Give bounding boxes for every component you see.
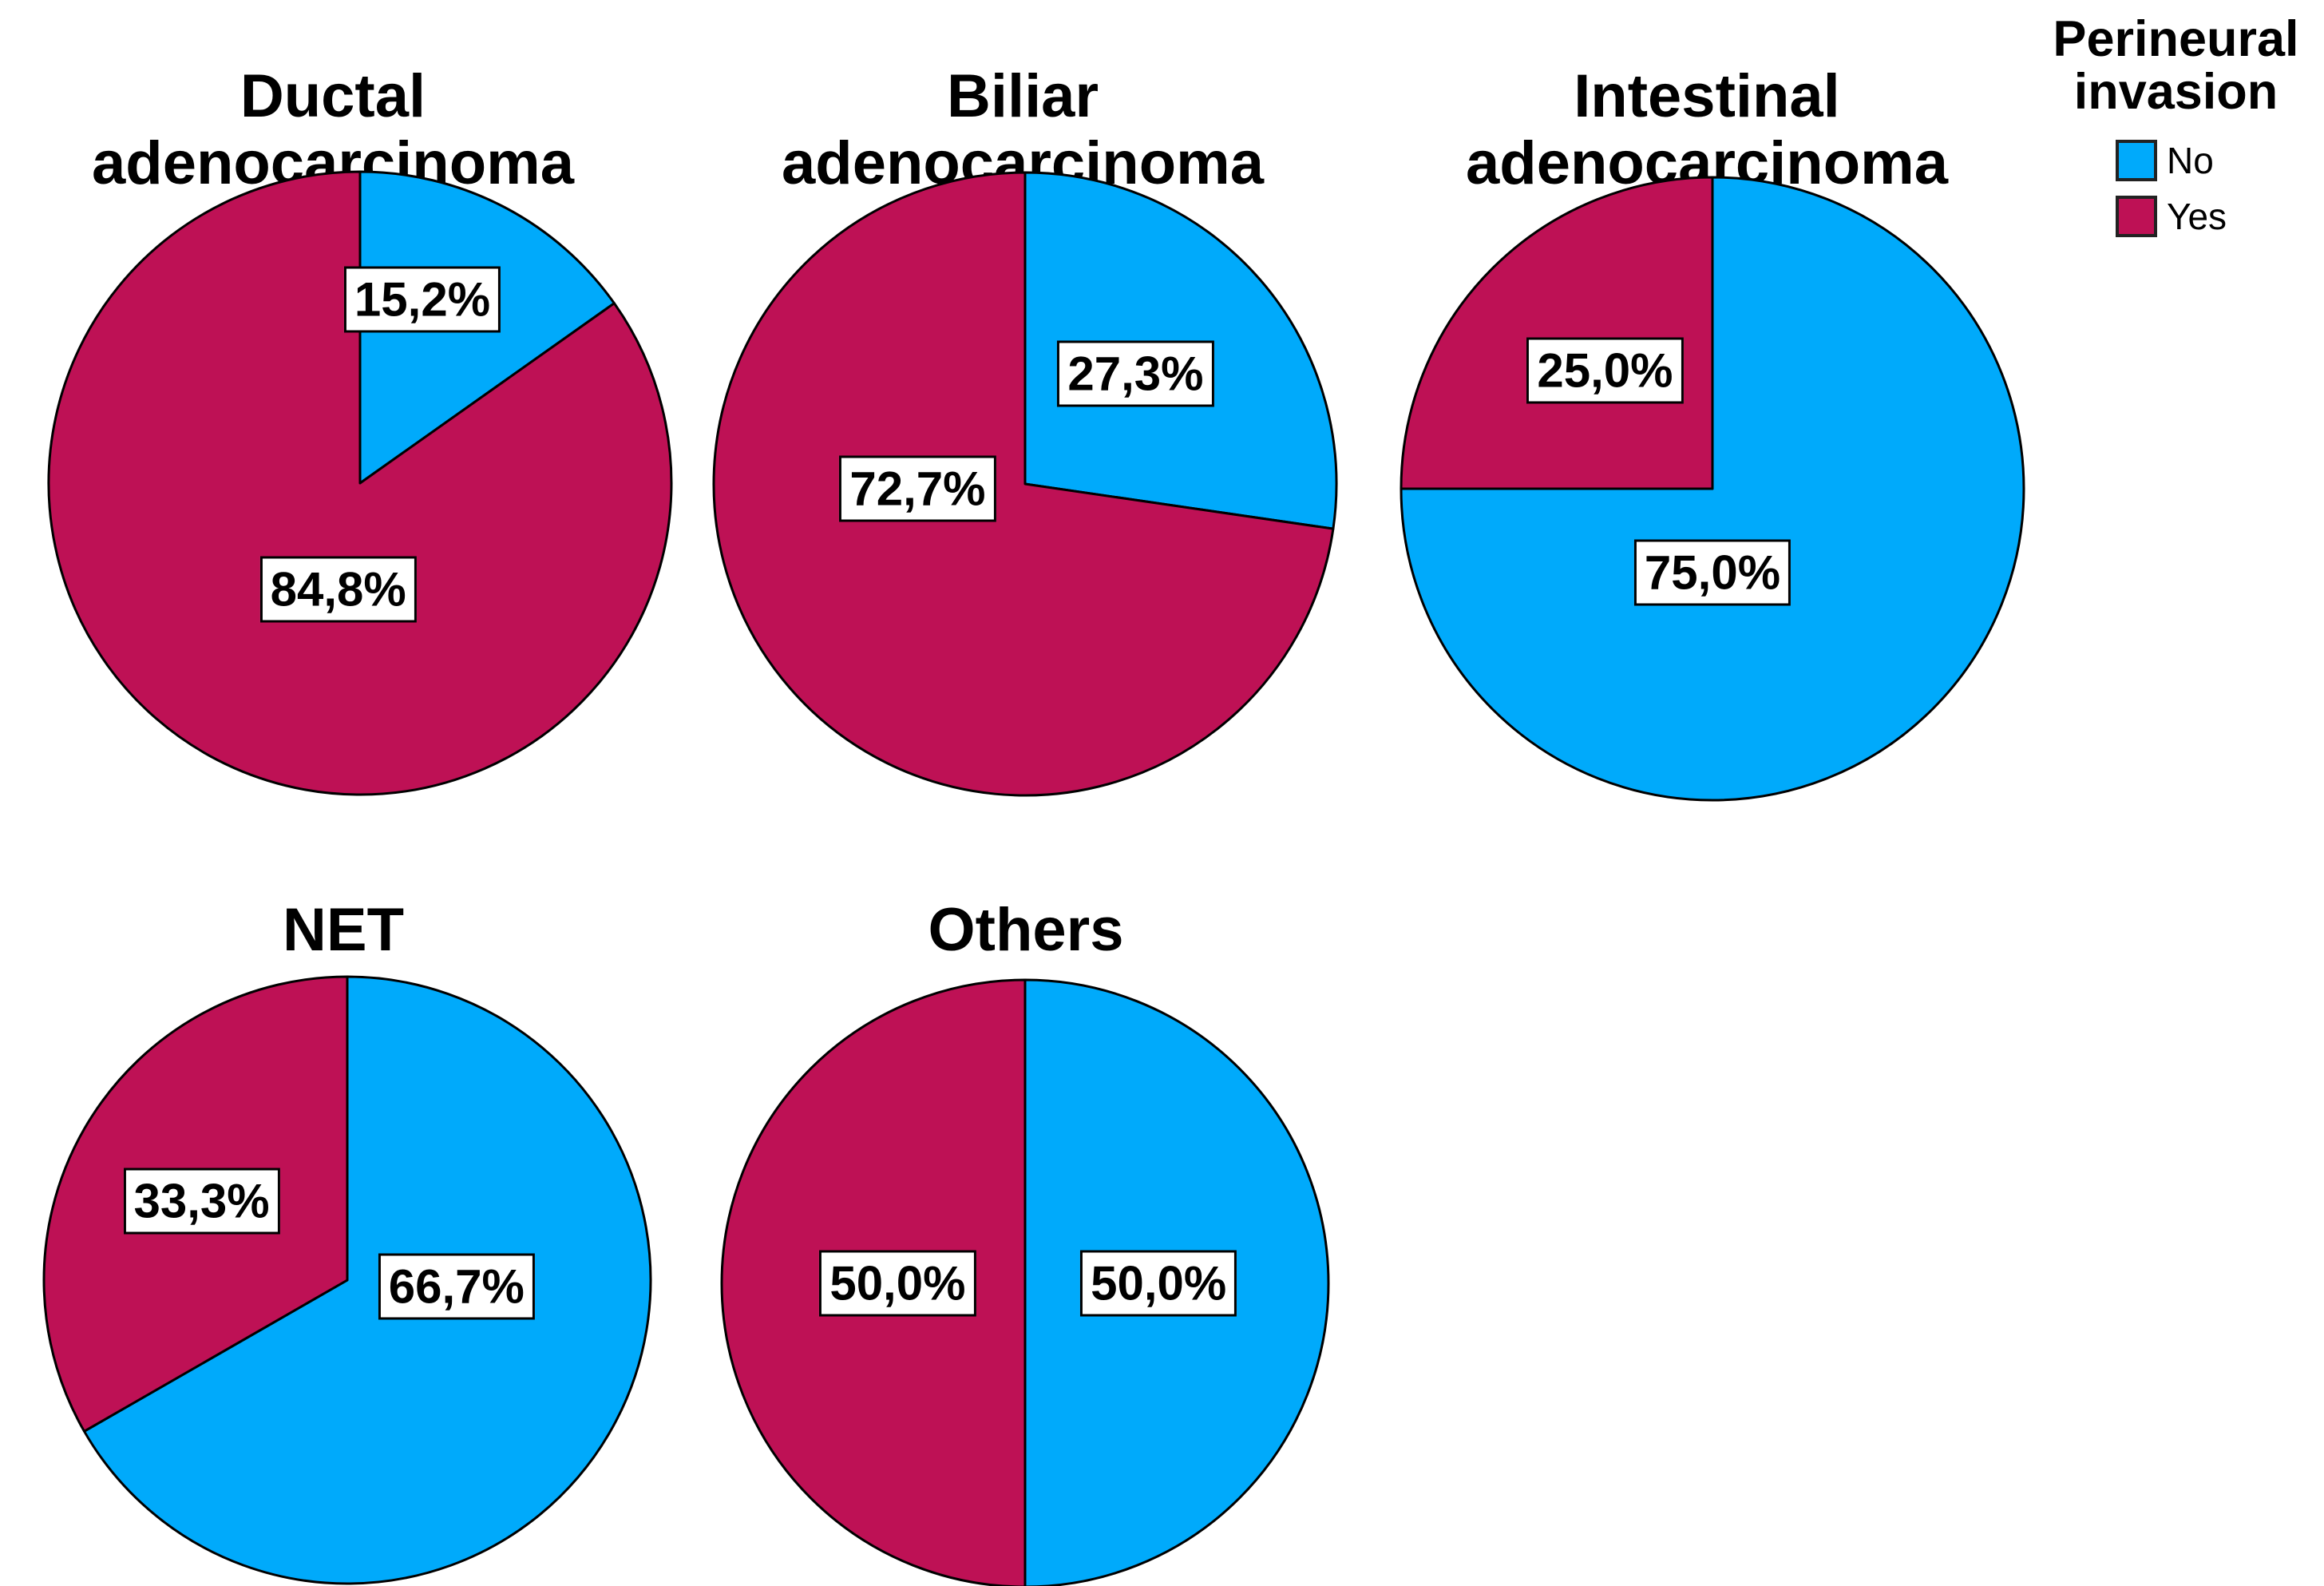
legend-label-no: No [2167,140,2214,182]
pie-svg [1400,176,2025,802]
slice-percentage-label-no: 75,0% [1633,539,1791,606]
title-line: Biliar [946,62,1099,131]
pie-slice-no [83,975,652,1585]
pie-slice-no [1400,176,2025,802]
pie-svg [720,978,1330,1586]
slice-percentage-label-no: 15,2% [343,266,501,333]
legend-swatch-yes [2116,196,2157,238]
slice-percentage-label-yes: 33,3% [123,1168,280,1235]
slice-percentage-label-no: 50,0% [1080,1250,1237,1317]
pie-slice-yes [47,170,673,796]
slice-percentage-label-no: 27,3% [1057,340,1214,407]
pie-slice-yes [1400,176,1714,490]
pie-svg [47,170,673,796]
pie-chart-ductal-adenocarcinoma: 15,2% 84,8% [41,164,679,803]
pie-slice-yes [712,171,1335,797]
legend-perineural-invasion: Perineural invasion No Yes [2028,13,2324,251]
pie-svg [42,975,652,1585]
pie-chart-biliar-adenocarcinoma: 27,3% 72,7% [706,165,1344,803]
pie-title-net: NET [0,897,742,964]
legend-swatch-no [2116,140,2157,182]
legend-label-yes: Yes [2167,196,2227,238]
title-line: Ductal [240,62,426,131]
slice-percentage-label-yes: 84,8% [259,556,417,623]
legend-items: No Yes [2028,139,2324,238]
pie-svg [712,171,1338,797]
title-line: Intestinal [1574,62,1840,131]
slice-percentage-label-yes: 72,7% [839,455,996,522]
slice-percentage-label-no: 66,7% [378,1253,535,1320]
pie-title-ductal-adenocarcinoma: Ductal adenocarcinoma [0,63,732,196]
legend-item-yes: Yes [2116,195,2324,238]
slice-percentage-label-yes: 25,0% [1526,337,1684,404]
legend-item-no: No [2116,139,2324,182]
title-line: NET [283,896,404,965]
pie-title-intestinal-adenocarcinoma: Intestinal adenocarcinoma [1308,63,2106,196]
pie-chart-net: 66,7% 33,3% [28,961,667,1586]
legend-title: Perineural invasion [2028,13,2324,118]
pie-chart-others: 50,0% 50,0% [706,964,1344,1586]
title-line: Others [928,896,1124,965]
legend-title-line: invasion [2073,64,2278,121]
slice-percentage-label-yes: 50,0% [819,1250,976,1317]
pie-chart-intestinal-adenocarcinoma: 75,0% 25,0% [1393,169,2032,808]
pie-title-others: Others [627,897,1425,964]
legend-title-line: Perineural [2053,11,2299,67]
